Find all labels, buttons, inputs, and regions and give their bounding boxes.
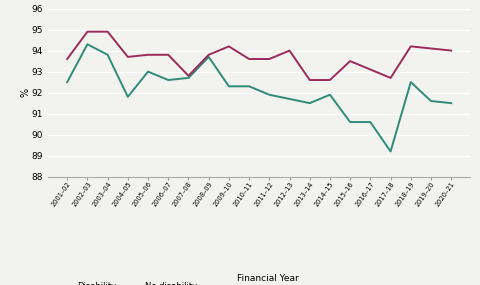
No disability xyxy=(408,45,414,48)
No disability xyxy=(368,68,373,71)
No disability xyxy=(428,47,434,50)
No disability xyxy=(84,30,90,33)
Disability xyxy=(246,85,252,88)
Disability xyxy=(428,99,434,103)
Disability xyxy=(266,93,272,96)
Disability xyxy=(84,42,90,46)
Line: Disability: Disability xyxy=(67,44,451,151)
No disability xyxy=(287,49,292,52)
Disability xyxy=(186,76,192,80)
Disability xyxy=(226,85,232,88)
Disability xyxy=(327,93,333,96)
Text: Financial Year: Financial Year xyxy=(237,274,299,283)
No disability xyxy=(327,78,333,82)
No disability xyxy=(145,53,151,56)
No disability xyxy=(226,45,232,48)
Disability xyxy=(368,120,373,124)
No disability xyxy=(186,74,192,78)
No disability xyxy=(388,76,394,80)
Disability xyxy=(287,97,292,101)
Legend: Disability, No disability: Disability, No disability xyxy=(52,278,200,285)
No disability xyxy=(105,30,110,33)
No disability xyxy=(246,57,252,61)
No disability xyxy=(347,59,353,63)
Disability xyxy=(388,150,394,153)
No disability xyxy=(125,55,131,59)
No disability xyxy=(166,53,171,56)
Disability xyxy=(125,95,131,99)
Y-axis label: %: % xyxy=(20,88,30,97)
No disability xyxy=(448,49,454,52)
Disability xyxy=(307,101,312,105)
No disability xyxy=(266,57,272,61)
Disability xyxy=(408,80,414,84)
Disability xyxy=(64,80,70,84)
Disability xyxy=(448,101,454,105)
Disability xyxy=(166,78,171,82)
No disability xyxy=(64,57,70,61)
Disability xyxy=(105,53,110,56)
Disability xyxy=(206,55,212,59)
Disability xyxy=(347,120,353,124)
No disability xyxy=(307,78,312,82)
No disability xyxy=(206,53,212,56)
Line: No disability: No disability xyxy=(67,32,451,80)
Disability xyxy=(145,70,151,73)
